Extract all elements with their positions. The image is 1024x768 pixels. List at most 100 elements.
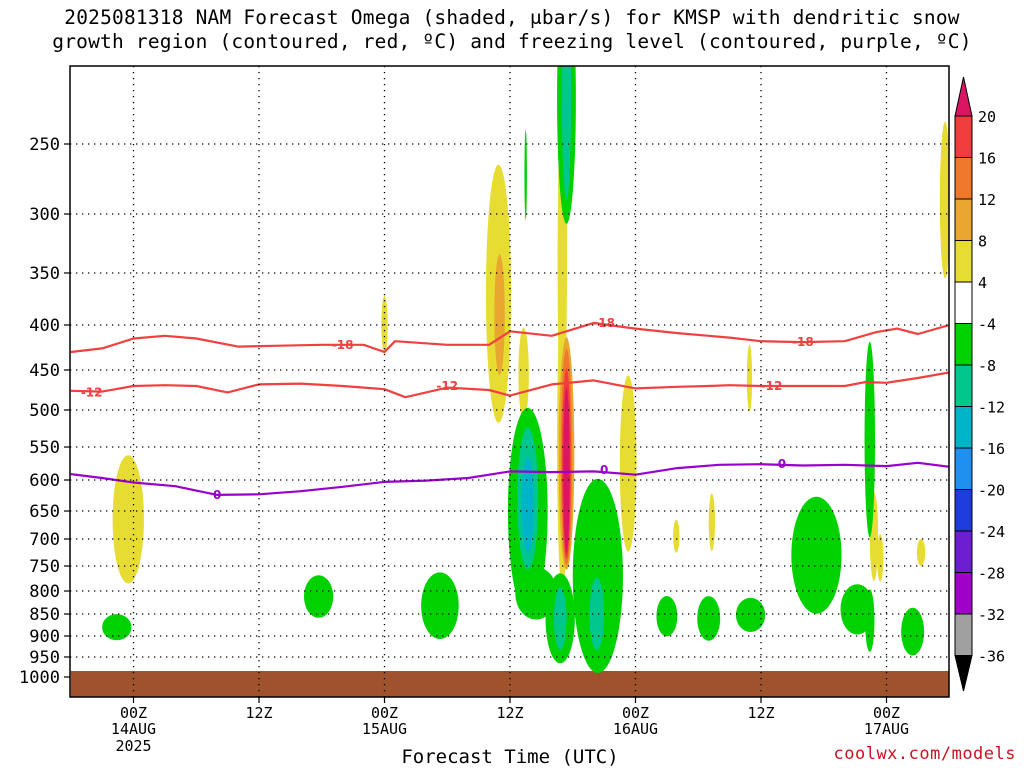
colorbar-label: 20 [978,108,996,126]
y-tick-label: 650 [29,502,60,522]
colorbar-label: 4 [978,274,987,292]
omega-neg-cell [102,614,132,641]
y-tick-label: 450 [29,361,60,381]
colorbar-bin [954,115,973,158]
colorbar-label: -4 [978,316,996,334]
omega-pos-cell [746,344,753,412]
contour-label: -12 [81,385,103,399]
colorbar-label: -32 [978,606,1005,624]
chart-title: 2025081318 NAM Forecast Omega (shaded, μ… [0,6,1024,54]
omega-neg-cell [303,575,334,618]
contour-label: -12 [436,379,458,393]
contour-label: -18 [593,316,615,330]
colorbar-bin [954,157,973,200]
y-tick-label: 900 [29,627,60,647]
contour-label: -18 [332,338,354,352]
omega-pos-cell [673,519,680,553]
contour-label: -18 [792,335,814,349]
colorbar-bin [954,406,973,449]
colorbar-bottom-arrow [954,655,973,692]
omega-pos-cell [494,254,505,375]
omega-neg-cell [901,607,925,656]
temperature-contours: -18 -18 -18 -12 -12 -12 0 0 0 [70,316,949,502]
chart-title-line1: 2025081318 NAM Forecast Omega (shaded, μ… [64,6,960,29]
colorbar-bin [954,364,973,407]
colorbar-bin [954,281,973,324]
colorbar-label: -16 [978,440,1005,458]
y-tick-label: 550 [29,438,60,458]
omega-neg-cell [524,129,527,220]
y-tick-label: 1000 [19,668,60,688]
omega-pos-cell [939,121,949,279]
credit-link[interactable]: coolwx.com/models [833,744,1016,764]
colorbar-label: -8 [978,357,996,375]
colorbar-bin [954,572,973,615]
x-tick-label: 00Z [622,704,649,722]
contour-line [70,371,949,399]
x-tick-label: 00Z [120,704,147,722]
chart-title-line2: growth region (contoured, red, ºC) and f… [52,30,972,53]
omega-neg-cell [421,572,459,640]
x-tick-date: 14AUG [111,720,156,738]
y-tick-label: 400 [29,316,60,336]
colorbar-label: -36 [978,648,1005,666]
colorbar-label: -28 [978,565,1005,583]
omega-pos-cell [112,455,144,584]
omega-neg-cell [864,341,875,538]
x-tick-label: 12Z [245,704,272,722]
x-tick-date: 16AUG [613,720,658,738]
omega-neg-cell [561,66,572,200]
y-tick-label: 750 [29,557,60,577]
colorbar-bin [954,613,973,656]
y-tick-label: 700 [29,530,60,550]
colorbar-bin [954,198,973,241]
contour-label: -12 [761,379,783,393]
x-tick-year: 2025 [115,737,151,755]
colorbar-bin [954,447,973,490]
y-tick-label: 500 [29,401,60,421]
omega-neg-cell [697,596,721,641]
colorbar: 20 16 12 8 4 -4 -8 -12 -16 -20 -24 -28 -32 -36 [954,76,1005,692]
omega-neg-cell [791,496,842,614]
omega-neg-cell [521,456,535,553]
omega-neg-cell [656,596,678,637]
colorbar-bin [954,323,973,366]
y-tick-label: 350 [29,264,60,284]
colorbar-label: -12 [978,399,1005,417]
colorbar-label: -24 [978,523,1005,541]
y-axis: 2503003504004505005506006507007508008509… [19,135,70,688]
y-tick-label: 800 [29,582,60,602]
omega-pos-cell [877,534,884,582]
colorbar-label: 12 [978,191,996,209]
colorbar-label: 16 [978,150,996,168]
omega-neg-cell [572,478,623,674]
x-tick-date: 17AUG [864,720,909,738]
omega-pos-cell [563,386,570,554]
contour-line [70,461,949,496]
x-tick-label: 00Z [873,704,900,722]
x-tick-label: 00Z [371,704,398,722]
y-tick-label: 950 [29,648,60,668]
omega-pos-cell [708,493,715,551]
y-tick-label: 850 [29,605,60,625]
grid-lines [70,66,949,697]
omega-pos-cell [619,375,637,552]
y-tick-label: 300 [29,205,60,225]
omega-neg-cell [589,577,605,651]
omega-neg-cell [865,589,875,652]
colorbar-top-arrow [954,76,973,117]
x-axis-title: Forecast Time (UTC) [401,746,619,768]
colorbar-bin [954,530,973,573]
contour-label: 0 [600,463,608,477]
omega-pos-cell [916,539,926,566]
colorbar-bin [954,240,973,283]
y-tick-label: 600 [29,471,60,491]
contour-label: 0 [778,457,786,471]
x-tick-label: 12Z [496,704,523,722]
omega-pos-cell [518,327,529,421]
omega-neg-cell [735,597,766,632]
colorbar-label: -20 [978,482,1005,500]
x-tick-label: 12Z [747,704,774,722]
